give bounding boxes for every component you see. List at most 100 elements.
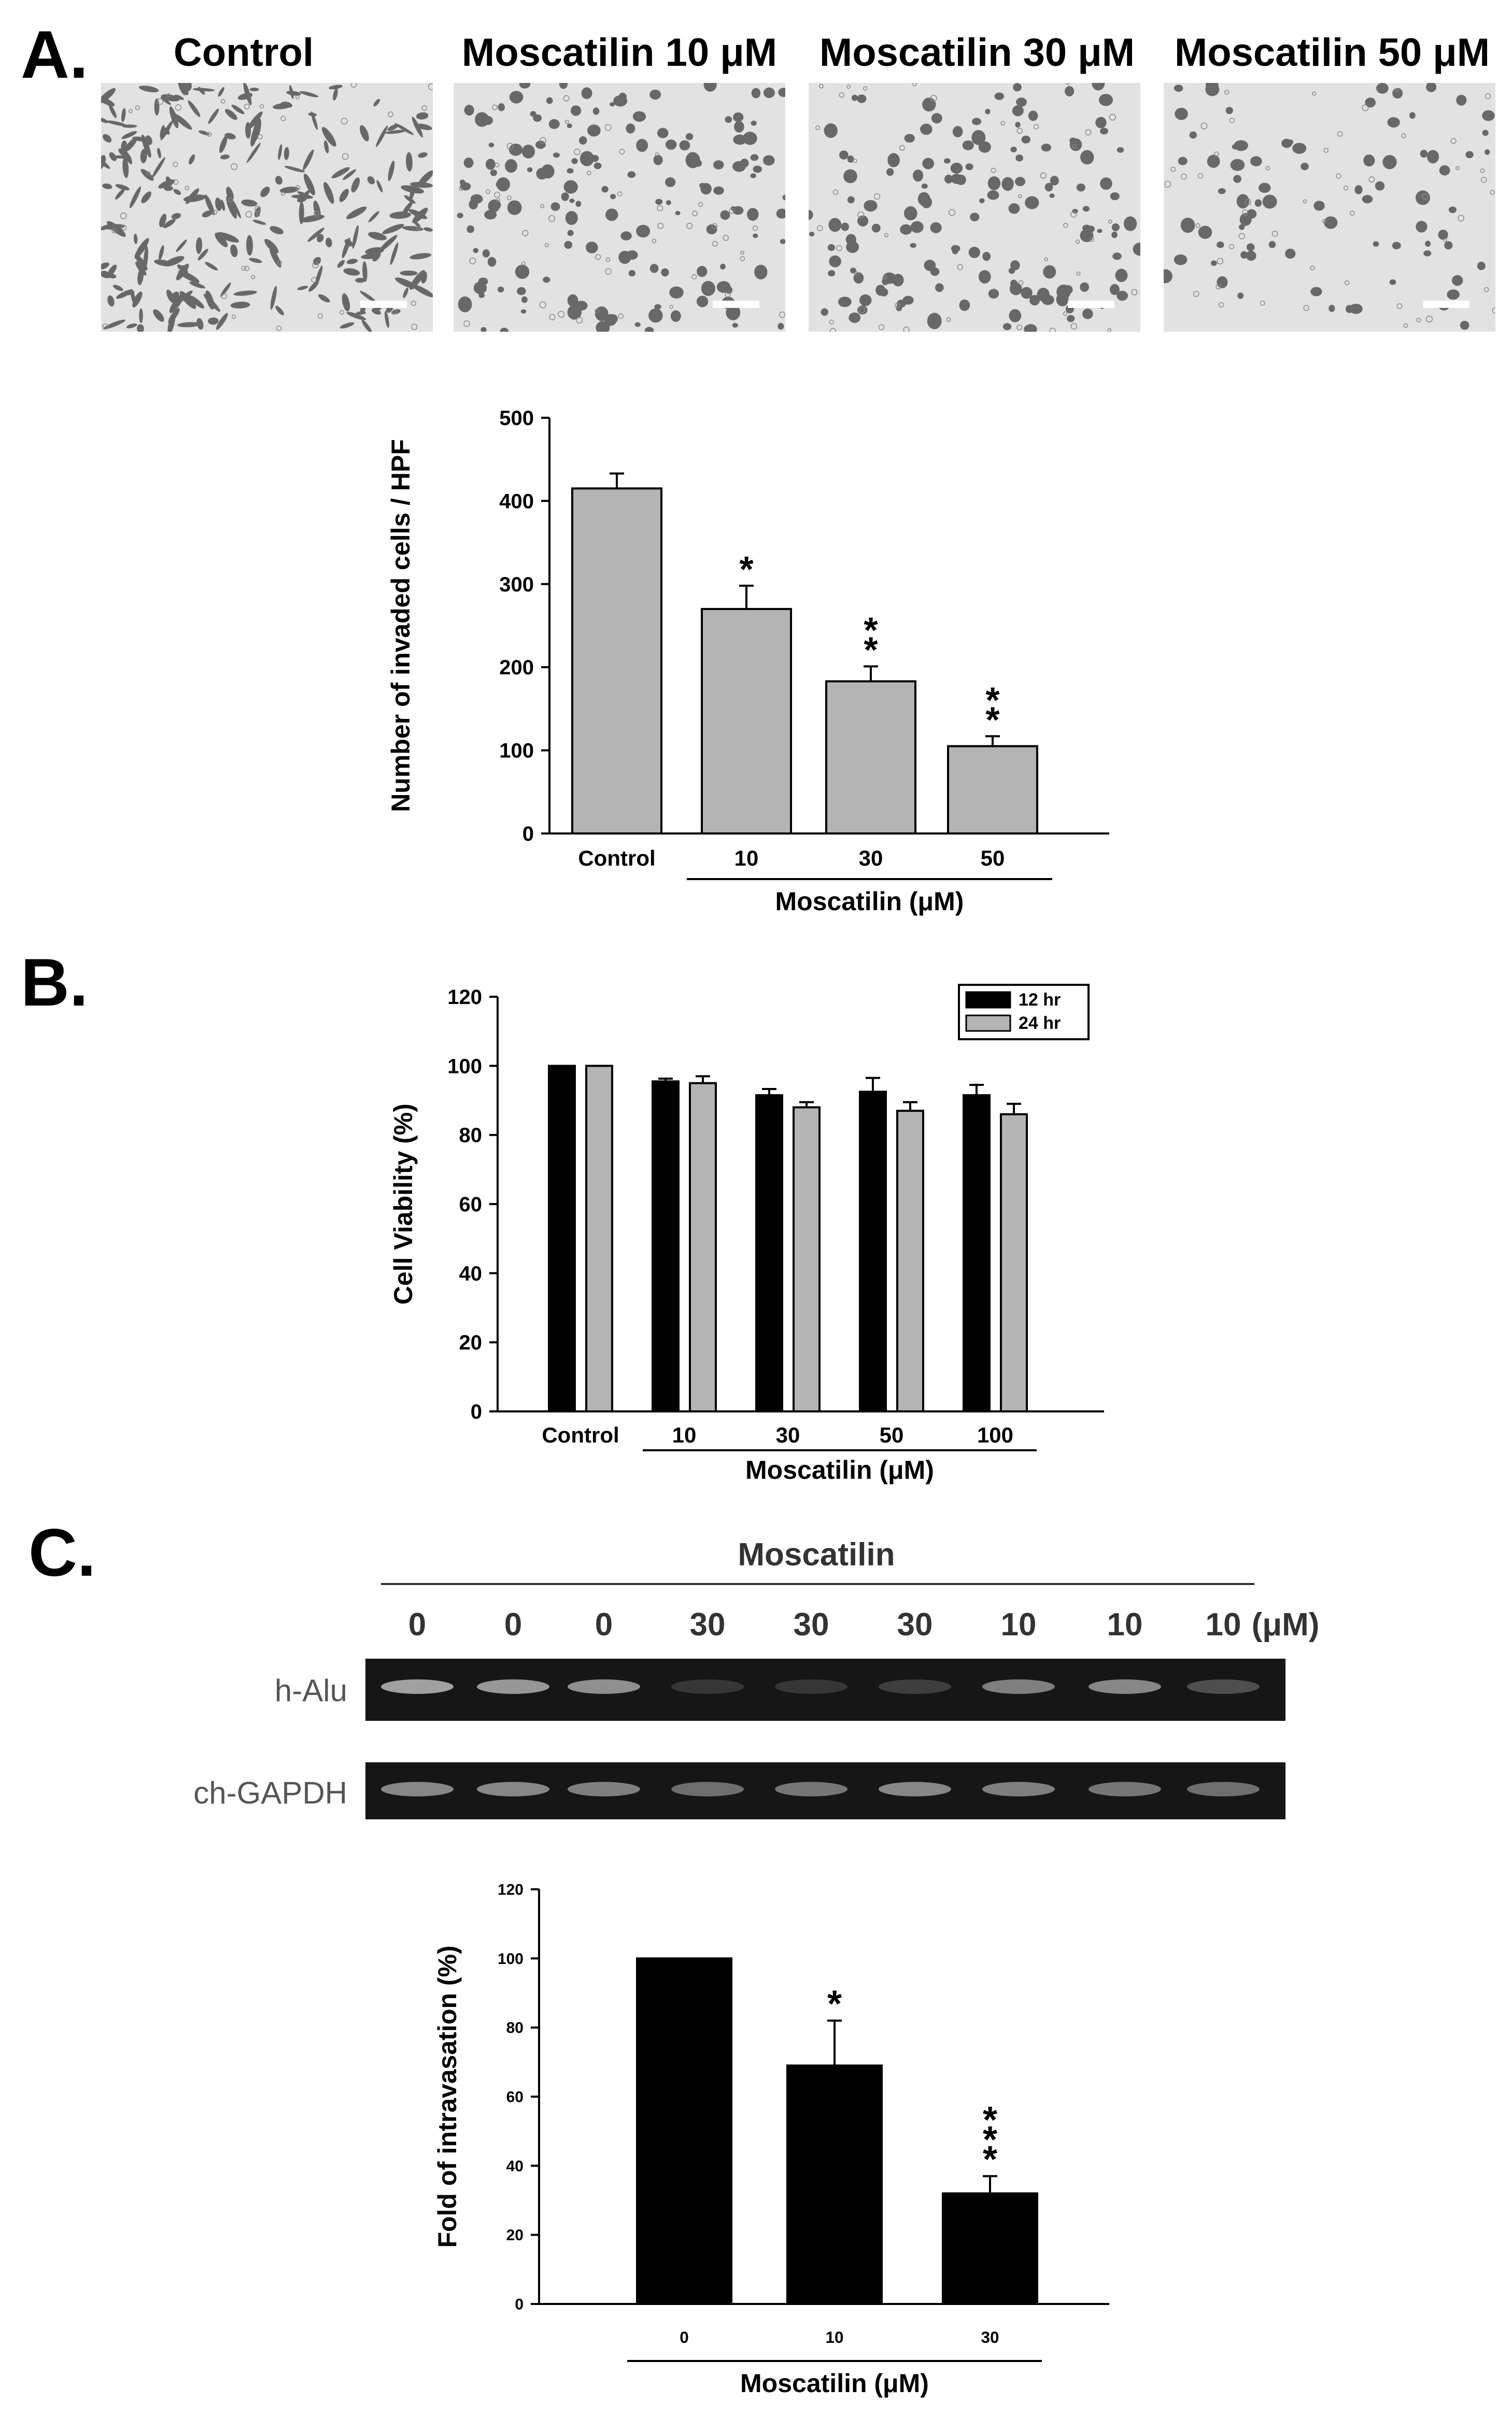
cell — [535, 140, 546, 149]
pore — [1180, 173, 1187, 180]
cell — [388, 160, 395, 181]
cell — [145, 135, 152, 145]
pore — [832, 189, 839, 195]
cell — [1076, 183, 1086, 192]
cell — [247, 111, 263, 130]
band — [982, 1679, 1055, 1694]
cell — [197, 248, 208, 261]
cell — [1230, 159, 1245, 171]
cell — [464, 105, 474, 116]
cell — [780, 239, 785, 244]
cell — [195, 237, 203, 254]
cell — [750, 173, 756, 178]
pore — [175, 104, 182, 111]
pore — [340, 310, 345, 315]
pore — [311, 277, 317, 283]
cell — [959, 299, 970, 311]
pore — [863, 86, 868, 91]
cell — [460, 182, 471, 191]
cell — [208, 317, 219, 325]
pore — [1076, 271, 1081, 276]
scale-bar — [360, 301, 407, 308]
cell — [1010, 146, 1017, 152]
pore — [411, 323, 418, 330]
bar — [786, 2065, 883, 2305]
cell — [1239, 224, 1245, 230]
cell — [857, 215, 869, 227]
pore — [494, 162, 500, 167]
micrograph-title-50: Moscatilin 50 μM — [1174, 31, 1490, 75]
cell — [487, 257, 497, 267]
pore — [1170, 166, 1176, 172]
pore — [817, 225, 823, 232]
cell — [246, 235, 253, 256]
cell — [220, 154, 230, 160]
cell — [951, 174, 963, 184]
cell — [931, 113, 942, 124]
cell — [318, 294, 330, 303]
cell — [482, 249, 490, 258]
cell — [703, 83, 717, 92]
cell — [329, 84, 343, 90]
bar-24-hr — [896, 1110, 924, 1412]
y-tick-label: 200 — [499, 656, 534, 679]
pore — [102, 323, 109, 330]
cell — [1044, 182, 1053, 192]
pore — [1480, 177, 1487, 183]
bar — [701, 607, 792, 835]
cell — [754, 264, 768, 280]
pore — [854, 271, 859, 276]
cell — [1345, 305, 1353, 313]
scale-bar — [1068, 301, 1114, 308]
viability-bar-chart: 0 20 40 60 80 100 120 Cell Viability (%) Control… — [389, 984, 1104, 1484]
pore — [691, 274, 697, 279]
cell — [133, 234, 138, 244]
cell — [497, 286, 504, 293]
band — [568, 1781, 640, 1797]
cell — [1001, 177, 1014, 191]
cell — [498, 103, 505, 111]
cell — [241, 199, 258, 207]
cell — [189, 154, 195, 165]
cell — [654, 304, 661, 310]
band — [879, 1679, 951, 1694]
pore — [544, 243, 549, 248]
significance-star: * — [985, 680, 1000, 720]
cell — [420, 271, 427, 284]
pore — [1265, 166, 1270, 171]
cell — [500, 328, 508, 332]
pore — [1337, 131, 1343, 137]
cell — [675, 211, 681, 216]
cell — [706, 224, 717, 235]
bar-24-hr — [1000, 1113, 1028, 1412]
cell — [1362, 195, 1373, 204]
cell — [237, 93, 253, 100]
cell — [927, 313, 942, 330]
pore — [657, 205, 663, 211]
cell — [157, 148, 161, 159]
cell — [299, 91, 319, 97]
cell — [634, 322, 641, 327]
cell — [1285, 248, 1296, 259]
pore — [1229, 244, 1235, 249]
cell — [902, 295, 914, 305]
cell — [821, 308, 828, 316]
cell — [1164, 269, 1172, 284]
y-tick-label: 400 — [499, 490, 534, 513]
pore — [280, 116, 286, 121]
band — [1187, 1679, 1260, 1694]
cell — [1254, 199, 1262, 207]
x-tick-label: 10 — [825, 2328, 843, 2346]
cell — [115, 184, 130, 191]
cell — [323, 182, 334, 204]
cell — [298, 189, 311, 202]
pore — [605, 257, 611, 262]
band — [477, 1781, 549, 1797]
pore — [1344, 280, 1350, 286]
cell — [1240, 251, 1248, 259]
pore — [317, 313, 323, 319]
cell — [337, 260, 345, 268]
cell — [1301, 162, 1309, 171]
pore — [836, 245, 842, 251]
pore — [485, 189, 490, 194]
